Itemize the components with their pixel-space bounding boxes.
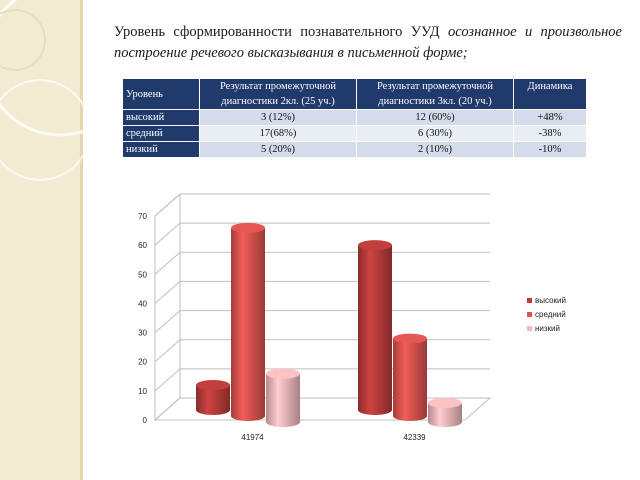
- gridline: [154, 222, 490, 246]
- heading-emphasis-text: осознанное и произвольное построение реч…: [114, 24, 622, 61]
- y-tick-label: 0: [143, 416, 148, 425]
- x-tick-label: 42339: [403, 433, 426, 442]
- legend-label: низкий: [535, 324, 560, 333]
- bar-body: [196, 385, 230, 415]
- bar-body: [358, 245, 392, 415]
- y-tick-label: 40: [138, 299, 147, 308]
- chart-bars: [196, 222, 462, 427]
- row-level: высокий: [122, 109, 200, 126]
- legend-swatch: [527, 298, 532, 303]
- x-axis-ticks: 41974 42339: [241, 433, 426, 442]
- y-tick-label: 60: [138, 241, 147, 250]
- heading-plain-text: Уровень сформированности познавательного…: [114, 24, 449, 40]
- bar-top: [266, 368, 300, 379]
- header-level: Уровень: [122, 78, 200, 110]
- bar-top: [231, 222, 265, 233]
- bar-top: [428, 397, 462, 408]
- gridline: [154, 280, 490, 304]
- bar-chart: 0 10 20 30 40 50 60 70 41974 42339 высокий средни…: [138, 192, 566, 442]
- y-tick-label: 50: [138, 270, 147, 279]
- row-level: средний: [122, 125, 200, 142]
- row-grade3: 12 (60%): [356, 109, 514, 126]
- row-grade2: 5 (20%): [199, 141, 357, 158]
- results-table: Уровень Результат промежуточной диагност…: [122, 78, 587, 158]
- y-axis-ticks: 0 10 20 30 40 50 60 70: [138, 212, 147, 425]
- row-grade3: 2 (10%): [356, 141, 514, 158]
- x-tick-label: 41974: [241, 433, 264, 442]
- bar-top: [196, 380, 230, 391]
- header-dynamics: Динамика: [513, 78, 587, 110]
- chart-legend: высокий средний низкий: [527, 296, 566, 333]
- bar: [428, 397, 462, 427]
- bar-body: [266, 373, 300, 427]
- table-row: низкий 5 (20%) 2 (10%) -10%: [122, 141, 587, 158]
- bar: [393, 333, 427, 421]
- table-row: средний 17(68%) 6 (30%) -38%: [122, 125, 587, 142]
- y-tick-label: 10: [138, 387, 147, 396]
- bar-body: [231, 227, 265, 421]
- header-grade2: Результат промежуточной диагностики 2кл.…: [199, 78, 357, 110]
- legend-swatch: [527, 312, 532, 317]
- bar-top: [358, 240, 392, 251]
- gridline: [154, 339, 490, 363]
- y-tick-label: 70: [138, 212, 147, 221]
- row-grade3: 6 (30%): [356, 125, 514, 142]
- bar-body: [428, 402, 462, 427]
- row-dynamics: -38%: [513, 125, 587, 142]
- bar: [266, 368, 300, 427]
- bar-body: [393, 338, 427, 421]
- gridline: [154, 310, 490, 333]
- bar-top: [393, 333, 427, 344]
- row-grade2: 17(68%): [199, 125, 357, 142]
- gridline: [154, 193, 490, 217]
- row-level: низкий: [122, 141, 200, 158]
- y-tick-label: 30: [138, 329, 147, 338]
- row-grade2: 3 (12%): [199, 109, 357, 126]
- row-dynamics: -10%: [513, 141, 587, 158]
- legend-label: средний: [535, 310, 566, 319]
- row-dynamics: +48%: [513, 109, 587, 126]
- legend-label: высокий: [535, 296, 566, 305]
- bar: [358, 240, 392, 415]
- header-grade3: Результат промежуточной диагностики 3кл.…: [356, 78, 514, 110]
- chart-side-wall: [154, 192, 181, 422]
- bar: [196, 380, 230, 415]
- bar: [231, 222, 265, 421]
- gridline: [154, 251, 490, 275]
- legend-swatch: [527, 326, 532, 331]
- y-tick-label: 20: [138, 358, 147, 367]
- table-row: высокий 3 (12%) 12 (60%) +48%: [122, 109, 587, 126]
- table-header-row: Уровень Результат промежуточной диагност…: [122, 78, 587, 110]
- page-heading: Уровень сформированности познавательного…: [114, 22, 622, 64]
